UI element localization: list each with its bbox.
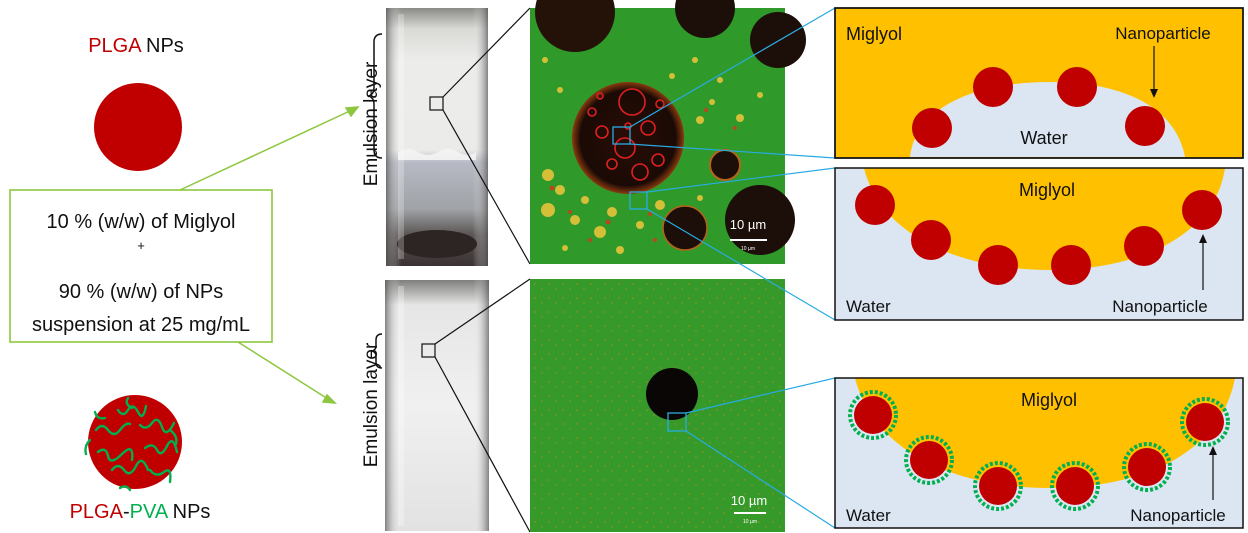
bottom-emulsion-bracket xyxy=(371,333,383,369)
panel3-particle-label: Nanoparticle xyxy=(1130,506,1225,525)
recipe-line-3: 90 % (w/w) of NPs xyxy=(59,281,223,303)
micrograph-zoom-lines xyxy=(629,7,836,529)
bottom-scale-label: 10 µm xyxy=(731,493,767,508)
recipe-line-1: 10 % (w/w) of Miglyol xyxy=(47,211,236,233)
schematic-panel-oil-in-water-plga: Miglyol Water Nanoparticle xyxy=(834,167,1244,321)
panel3-oil-label: Miglyol xyxy=(1021,390,1077,410)
top-emulsion-layer-label: Emulsion layer xyxy=(361,61,382,186)
top-scale-label-small: 10 µm xyxy=(741,246,755,252)
top-micrograph: 10 µm 10 µm xyxy=(530,0,806,264)
schematic-panel-water-in-oil: Miglyol Water Nanoparticle xyxy=(834,7,1244,159)
bottom-vial-zoom-box xyxy=(421,343,436,358)
top-vial-photo xyxy=(386,8,488,266)
panel1-particle-label: Nanoparticle xyxy=(1115,24,1210,43)
panel3-water-label: Water xyxy=(846,506,891,525)
panel2-oil-label: Miglyol xyxy=(1019,180,1075,200)
schematic-panel-oil-in-water-plga-pva: Miglyol Water Nanoparticle xyxy=(834,377,1244,529)
vial-zoom-lines xyxy=(434,7,531,533)
recipe-line-2: + xyxy=(137,238,145,253)
bottom-micrograph: 10 µm 10 µm xyxy=(530,279,785,532)
arrow-to-top-vial xyxy=(179,106,360,191)
arrow-to-bottom-vial xyxy=(237,341,337,404)
plga-pva-nanoparticle-icon xyxy=(84,395,182,492)
bottom-emulsion-layer-label: Emulsion layer xyxy=(361,342,382,467)
plga-pva-np-label: PLGA-PVA NPs xyxy=(70,501,211,523)
panel1-water-label: Water xyxy=(1020,128,1067,148)
panel2-particle-label: Nanoparticle xyxy=(1112,297,1207,316)
plga-nanoparticle-icon xyxy=(94,83,182,171)
top-scale-label: 10 µm xyxy=(730,217,766,232)
panel1-oil-label: Miglyol xyxy=(846,24,902,44)
recipe-box: 10 % (w/w) of Miglyol + 90 % (w/w) of NP… xyxy=(9,189,273,343)
top-emulsion-bracket xyxy=(366,33,383,159)
plga-np-label: PLGA NPs xyxy=(88,35,184,57)
top-vial-zoom-box xyxy=(429,96,444,111)
panel2-water-label: Water xyxy=(846,297,891,316)
recipe-line-4: suspension at 25 mg/mL xyxy=(32,314,250,336)
bottom-scale-label-small: 10 µm xyxy=(743,519,757,525)
bottom-vial-photo xyxy=(385,280,489,531)
